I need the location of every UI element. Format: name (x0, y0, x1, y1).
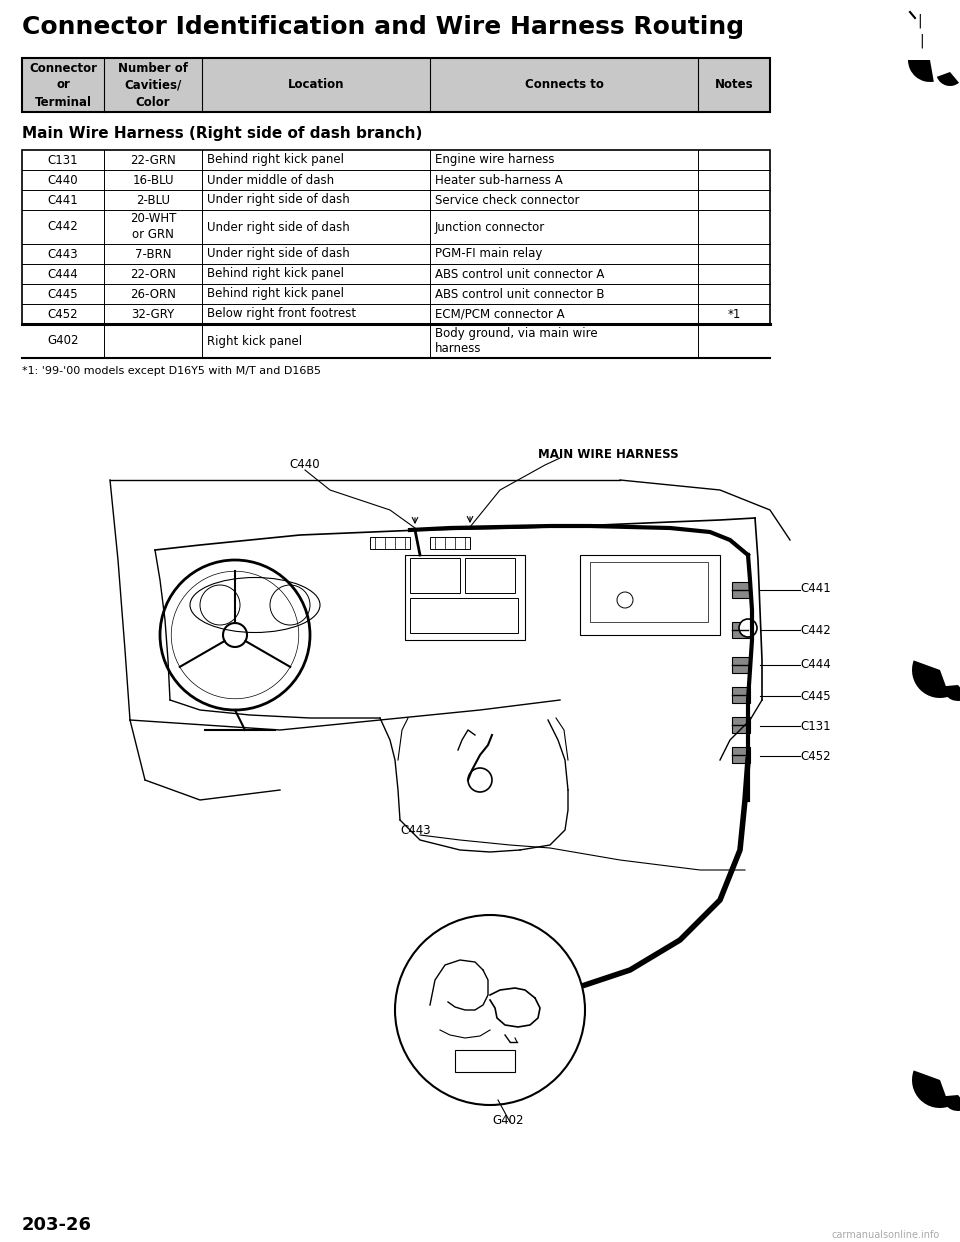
Bar (410, 558, 460, 592)
Text: 32-GRY: 32-GRY (132, 308, 175, 320)
Bar (732, 717, 750, 733)
Text: Body ground, via main wire
harness: Body ground, via main wire harness (435, 327, 598, 355)
Text: Number of
Cavities/
Color: Number of Cavities/ Color (118, 62, 188, 108)
Bar (732, 582, 750, 597)
Text: Under right side of dash: Under right side of dash (207, 221, 349, 233)
Text: C131: C131 (800, 719, 830, 733)
Bar (732, 657, 750, 673)
Circle shape (395, 915, 585, 1105)
Text: |: | (920, 34, 924, 48)
Text: MAIN WIRE HARNESS: MAIN WIRE HARNESS (538, 448, 679, 462)
Bar (580, 555, 720, 635)
Text: Under right side of dash: Under right side of dash (207, 194, 349, 206)
Text: 203-26: 203-26 (22, 1216, 92, 1235)
Text: 16-BLU: 16-BLU (132, 174, 174, 186)
Text: Below right front footrest: Below right front footrest (207, 308, 356, 320)
Text: Notes: Notes (714, 78, 754, 92)
Text: C444: C444 (800, 658, 830, 672)
Text: Behind right kick panel: Behind right kick panel (207, 154, 344, 166)
Circle shape (223, 623, 247, 647)
Text: ABS control unit connector A: ABS control unit connector A (435, 267, 605, 281)
Text: C441: C441 (48, 194, 79, 206)
Text: 22-GRN: 22-GRN (131, 154, 176, 166)
Text: Behind right kick panel: Behind right kick panel (207, 267, 344, 281)
Text: Heater sub-harness A: Heater sub-harness A (435, 174, 563, 186)
Text: C443: C443 (400, 823, 431, 837)
Text: PGM-FI main relay: PGM-FI main relay (435, 247, 542, 261)
Text: Connector
or
Terminal: Connector or Terminal (29, 62, 97, 108)
Bar (732, 746, 750, 763)
Text: C131: C131 (48, 154, 79, 166)
Text: Behind right kick panel: Behind right kick panel (207, 287, 344, 301)
Text: C452: C452 (800, 749, 830, 763)
Text: |: | (918, 14, 923, 29)
Text: G402: G402 (47, 334, 79, 348)
Text: 7-BRN: 7-BRN (134, 247, 171, 261)
Text: Service check connector: Service check connector (435, 194, 580, 206)
Circle shape (739, 619, 757, 637)
Bar (22, 58, 770, 112)
Text: 2-BLU: 2-BLU (136, 194, 170, 206)
Text: 20-WHT
or GRN: 20-WHT or GRN (130, 212, 177, 241)
Bar (410, 597, 518, 633)
Text: 26-ORN: 26-ORN (130, 287, 176, 301)
Text: Right kick panel: Right kick panel (207, 334, 302, 348)
Text: Engine wire harness: Engine wire harness (435, 154, 555, 166)
Wedge shape (908, 60, 934, 82)
Text: Location: Location (288, 78, 345, 92)
Wedge shape (937, 72, 959, 86)
Text: C442: C442 (800, 623, 830, 636)
Bar (22, 150, 770, 324)
Text: ECM/PCM connector A: ECM/PCM connector A (435, 308, 564, 320)
Text: 22-ORN: 22-ORN (130, 267, 176, 281)
Text: C441: C441 (800, 581, 830, 595)
Text: C440: C440 (290, 458, 321, 472)
Text: G402: G402 (492, 1114, 523, 1126)
Bar (465, 558, 515, 592)
Text: *1: *1 (728, 308, 741, 320)
Bar (405, 555, 525, 640)
Text: C440: C440 (48, 174, 79, 186)
Wedge shape (942, 1095, 960, 1112)
Bar (732, 622, 750, 638)
Text: C443: C443 (48, 247, 79, 261)
Wedge shape (942, 686, 960, 700)
Bar (370, 537, 410, 549)
Text: Connects to: Connects to (524, 78, 604, 92)
Wedge shape (912, 661, 949, 698)
Bar (430, 537, 470, 549)
Text: Under right side of dash: Under right side of dash (207, 247, 349, 261)
Text: ABS control unit connector B: ABS control unit connector B (435, 287, 605, 301)
Text: C452: C452 (48, 308, 79, 320)
Circle shape (468, 768, 492, 792)
Text: Main Wire Harness (Right side of dash branch): Main Wire Harness (Right side of dash br… (22, 125, 422, 142)
Text: Connector Identification and Wire Harness Routing: Connector Identification and Wire Harnes… (22, 15, 744, 39)
Text: carmanualsonline.info: carmanualsonline.info (831, 1230, 940, 1240)
Bar (732, 687, 750, 703)
Text: C442: C442 (48, 221, 79, 233)
Text: *1: '99-'00 models except D16Y5 with M/T and D16B5: *1: '99-'00 models except D16Y5 with M/T… (22, 366, 321, 376)
Text: C444: C444 (48, 267, 79, 281)
Bar (455, 1049, 515, 1072)
Bar (22, 58, 770, 112)
Wedge shape (912, 1071, 949, 1108)
Bar (590, 561, 708, 622)
Text: Junction connector: Junction connector (435, 221, 545, 233)
Text: C445: C445 (48, 287, 79, 301)
Text: Under middle of dash: Under middle of dash (207, 174, 334, 186)
Text: C445: C445 (800, 689, 830, 703)
